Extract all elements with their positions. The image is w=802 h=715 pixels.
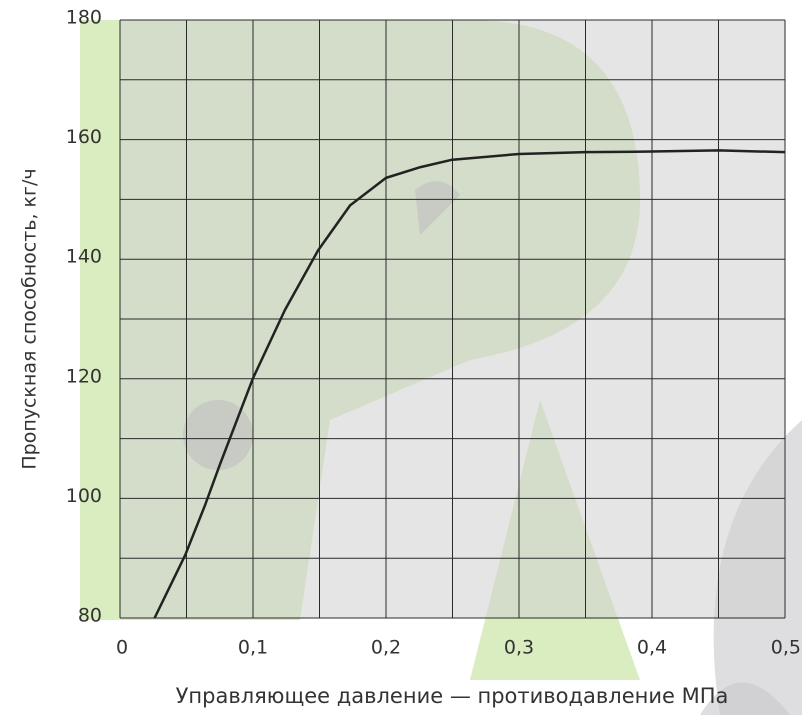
x-tick-label: 0,1 [238, 637, 268, 659]
data-line [153, 149, 786, 619]
y-tick-label: 120 [66, 365, 102, 387]
y-axis-label: Пропускная способность, кг/ч [19, 168, 41, 469]
x-axis-label: Управляющее давление — противодавление М… [176, 684, 729, 708]
y-tick-label: 160 [66, 126, 102, 148]
y-tick-label: 100 [66, 485, 102, 507]
y-tick-label: 80 [78, 605, 102, 627]
x-tick-label: 0,3 [504, 637, 534, 659]
y-tick-label: 180 [66, 7, 102, 29]
y-tick-label: 140 [66, 246, 102, 268]
x-tick-label: 0 [116, 637, 128, 659]
x-tick-label: 0,2 [371, 637, 401, 659]
x-tick-label: 0,4 [637, 637, 667, 659]
x-tick-label: 0,5 [771, 637, 801, 659]
